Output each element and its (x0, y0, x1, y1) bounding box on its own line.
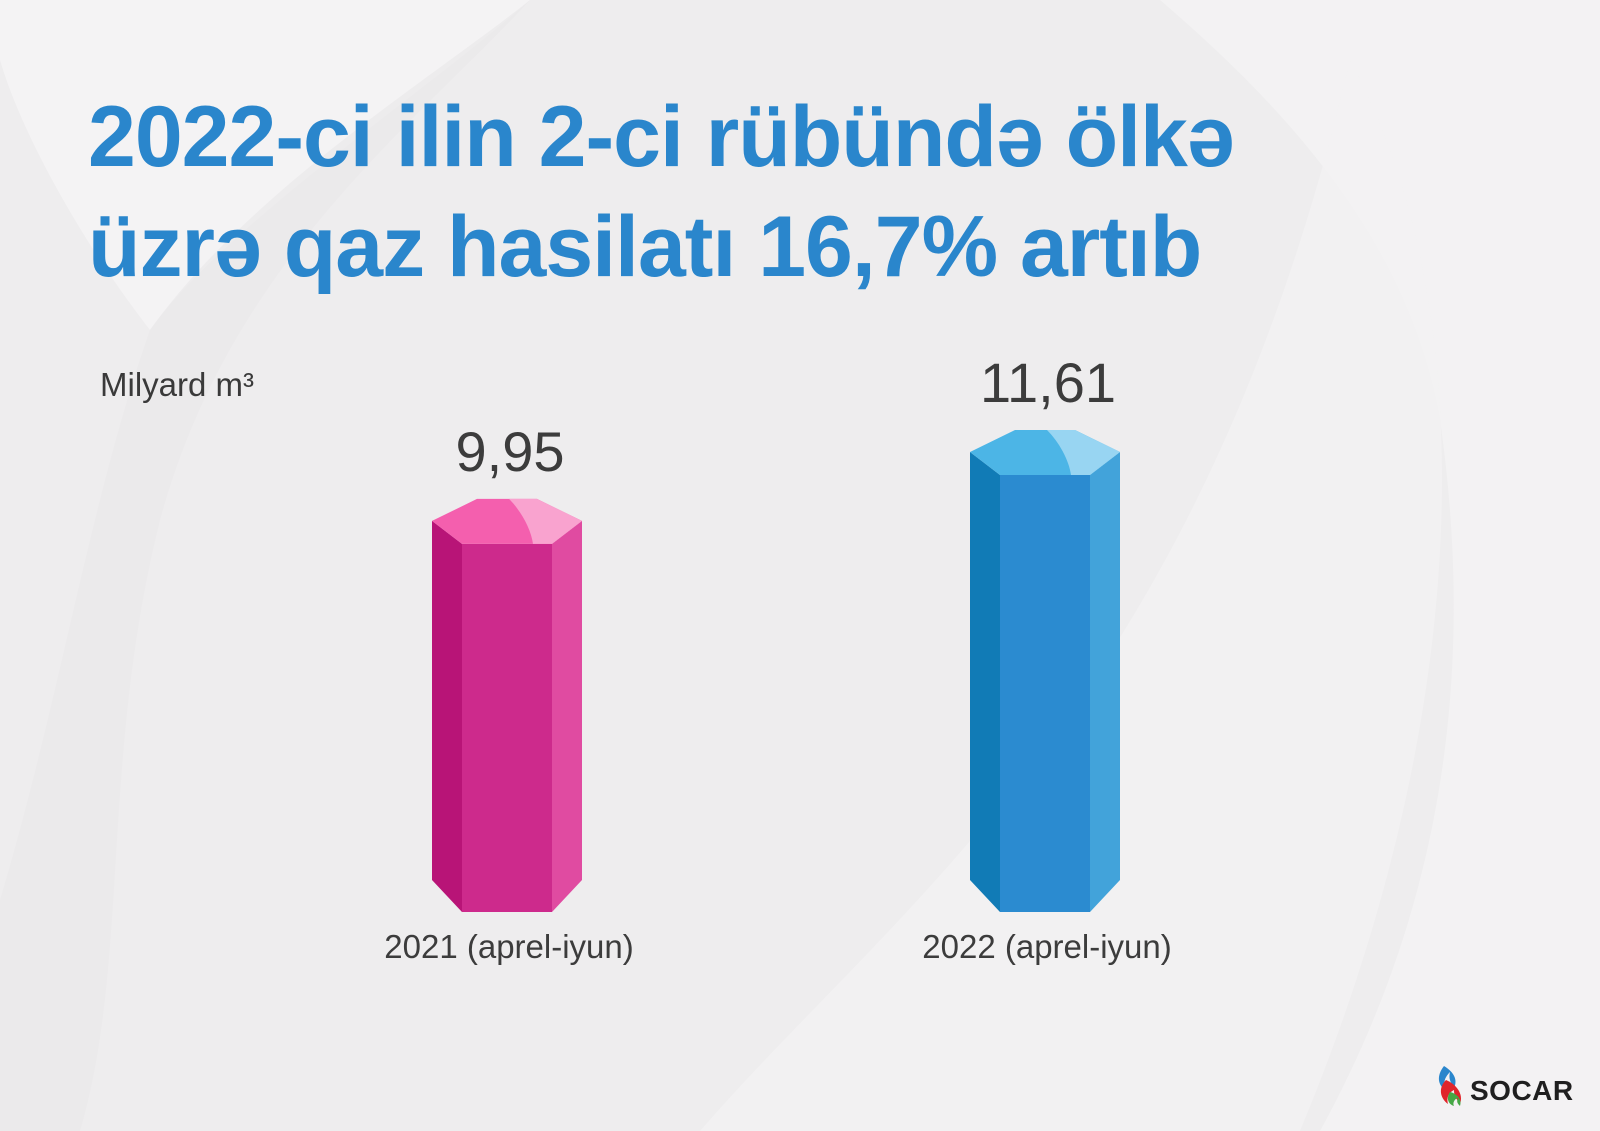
bar-right-face (1090, 452, 1120, 912)
bar-front-face (1000, 475, 1090, 912)
bar-left-face (432, 520, 462, 912)
title-line-1: 2022-ci ilin 2-ci rübündə ölkə (88, 89, 1235, 185)
bar-left-face (970, 452, 1000, 912)
bar-top-highlight (1047, 430, 1120, 475)
unit-label: Milyard m³ (100, 366, 254, 403)
bar-0 (432, 498, 582, 912)
bar-front-face (462, 543, 552, 912)
bar-right-face (552, 520, 582, 912)
title-line-2: üzrə qaz hasilatı 16,7% artıb (88, 199, 1202, 295)
socar-flame-icon (1438, 1066, 1462, 1106)
category-label-1: 2022 (aprel-iyun) (922, 928, 1171, 965)
chart-title: 2022-ci ilin 2-ci rübündə ölkə üzrə qaz … (88, 82, 1548, 302)
socar-logo-text: SOCAR (1470, 1075, 1574, 1106)
bar-top-highlight (509, 498, 582, 544)
category-label-0: 2021 (aprel-iyun) (384, 928, 633, 965)
data-label-1: 11,61 (980, 351, 1116, 414)
bar-1 (970, 430, 1120, 912)
data-label-0: 9,95 (456, 420, 565, 483)
